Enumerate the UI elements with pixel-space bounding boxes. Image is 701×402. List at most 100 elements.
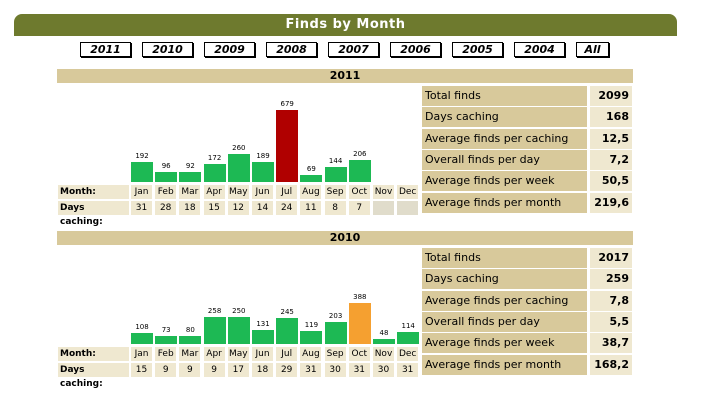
year-tab-all[interactable]: All: [576, 42, 609, 57]
month-tick-label: May: [227, 185, 249, 199]
month-tick-label: Jun: [252, 347, 273, 361]
year-section-2010: 2010 108 73 80 258 250 131 245 119 203 388 48 114 Mon…: [0, 231, 701, 401]
bar-value-label: 69: [306, 164, 316, 173]
stat-value: 259: [590, 269, 632, 290]
month-tick-label: Sep: [324, 347, 346, 361]
days-caching-cell: 7: [348, 201, 370, 215]
stat-label: Average finds per caching day: [422, 128, 587, 165]
year-tab-2006[interactable]: 2006: [390, 42, 441, 57]
month-tick-label: Aug: [300, 347, 322, 361]
stat-row: Total finds 2017: [422, 248, 634, 268]
year-tabs: 2011 2010 2009 2008 2007 2006 2005 2004 All: [0, 42, 701, 58]
bar-jan: [131, 161, 153, 182]
stat-label: Overall finds per day: [422, 311, 587, 332]
bar-oct: [348, 160, 371, 182]
bar-sep: [324, 166, 347, 182]
days-caching-cell: [373, 201, 394, 215]
stat-row: Average finds per week 38,7: [422, 333, 634, 354]
bar-feb: [155, 336, 178, 344]
bar-value-label: 114: [401, 321, 415, 330]
bar-value-label: 96: [161, 161, 171, 170]
bar-jul: [276, 318, 299, 344]
year-tab-2009[interactable]: 2009: [204, 42, 255, 57]
bar-mar: [179, 172, 202, 182]
stat-value: 2099: [590, 86, 632, 106]
stat-label: Average finds per month: [422, 192, 587, 213]
stat-value: 50,5: [590, 171, 632, 192]
bar-value-label: 258: [207, 306, 222, 315]
bar-jun: [252, 330, 274, 344]
days-caching-cell: 30: [324, 363, 346, 377]
year-tab-2004[interactable]: 2004: [514, 42, 565, 57]
bar-sep: [324, 322, 347, 344]
month-tick-label: Dec: [397, 347, 419, 361]
stat-value: 168,2: [590, 354, 632, 375]
stat-row: Average finds per week 50,5: [422, 171, 634, 192]
days-caching-cell: 11: [300, 201, 322, 215]
month-tick-label: Oct: [348, 347, 370, 361]
month-tick-label: Oct: [348, 185, 370, 199]
year-tab-2011[interactable]: 2011: [80, 42, 131, 57]
month-tick-label: Feb: [155, 185, 177, 199]
bar-may: [227, 154, 250, 182]
days-caching-cell: 31: [397, 363, 419, 377]
month-row-label: Month:: [58, 185, 129, 199]
stat-value: 168: [590, 107, 632, 128]
stat-label: Days caching: [422, 269, 587, 290]
days-caching-cell: 28: [155, 201, 177, 215]
bar-value-label: 206: [353, 150, 367, 159]
year-heading: 2010: [57, 231, 633, 245]
month-tick-label: Jul: [276, 347, 298, 361]
month-tick-label: Nov: [373, 347, 394, 361]
bar-aug: [300, 174, 323, 182]
days-caching-cell: 12: [227, 201, 249, 215]
days-caching-row-label: Days caching:: [58, 363, 129, 389]
days-caching-cell: 30: [373, 363, 394, 377]
stat-label: Overall finds per day: [422, 149, 587, 170]
bar-value-label: 250: [232, 307, 246, 316]
bar-value-label: 245: [280, 308, 294, 317]
stat-label: Average finds per caching day: [422, 290, 587, 327]
bar-value-label: 92: [185, 162, 195, 171]
month-tick-label: Jul: [276, 185, 298, 199]
bar-value-label: 192: [135, 151, 149, 160]
stat-label: Average finds per week: [422, 333, 587, 354]
bar-jan: [131, 332, 153, 344]
year-tab-2008[interactable]: 2008: [266, 42, 317, 57]
stat-row: Overall finds per day 7,2: [422, 149, 634, 170]
stat-label: Average finds per week: [422, 171, 587, 192]
year-tab-2007[interactable]: 2007: [328, 42, 379, 57]
bar-apr: [203, 163, 226, 182]
bar-value-label: 73: [161, 326, 171, 335]
month-tick-label: Mar: [179, 347, 201, 361]
year-section-2011: 2011 192 96 92 172 260 189 679 69 144 206 Month: Day…: [0, 69, 701, 239]
stat-label: Total finds: [422, 86, 587, 106]
stat-row: Days caching 168: [422, 107, 634, 128]
bar-value-label: 80: [185, 325, 195, 334]
days-caching-cell: 9: [155, 363, 177, 377]
stat-row: Average finds per month 168,2: [422, 354, 634, 375]
stat-row: Overall finds per day 5,5: [422, 311, 634, 332]
bar-value-label: 203: [328, 312, 343, 321]
month-tick-label: May: [227, 347, 249, 361]
year-tab-2010[interactable]: 2010: [142, 42, 193, 57]
month-tick-label: Mar: [179, 185, 201, 199]
month-tick-label: Apr: [203, 185, 225, 199]
bar-value-label: 388: [353, 292, 367, 301]
stat-value: 2017: [590, 248, 632, 268]
days-caching-cell: [397, 201, 419, 215]
month-row-label: Month:: [58, 347, 129, 361]
days-caching-cell: 15: [131, 363, 152, 377]
bar-may: [227, 317, 250, 344]
stat-value: 7,8: [590, 290, 632, 311]
stat-row: Average finds per month 219,6: [422, 192, 634, 213]
year-tab-2005[interactable]: 2005: [452, 42, 503, 57]
stat-label: Days caching: [422, 107, 587, 128]
bar-jun: [252, 161, 274, 182]
days-caching-cell: 18: [252, 363, 273, 377]
bar-value-label: 144: [328, 156, 343, 165]
stat-row: Average finds per caching day12,5: [422, 128, 634, 165]
bar-feb: [155, 171, 178, 182]
days-caching-cell: 17: [227, 363, 249, 377]
